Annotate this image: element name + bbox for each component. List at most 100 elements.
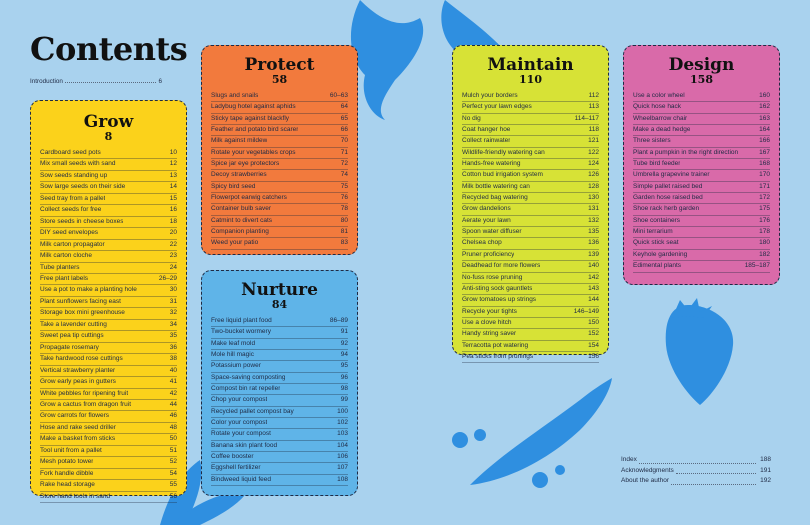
toc-entry[interactable]: Chop your compost 99 <box>211 395 348 407</box>
toc-entry[interactable]: Three sisters 166 <box>633 136 770 148</box>
toc-entry[interactable]: Recycled bag watering 130 <box>462 193 599 205</box>
toc-entry[interactable]: Milk carton cloche 23 <box>40 251 177 263</box>
toc-entry[interactable]: Anti-sting sock gauntlets 143 <box>462 284 599 296</box>
toc-entry[interactable]: No dig 114–117 <box>462 114 599 126</box>
toc-entry[interactable]: Catmint to divert cats 80 <box>211 216 348 228</box>
toc-entry[interactable]: Coat hanger hoe 118 <box>462 125 599 137</box>
toc-entry[interactable]: DIY seed envelopes 20 <box>40 228 177 240</box>
toc-entry[interactable]: Feather and potato bird scarer 66 <box>211 125 348 137</box>
toc-entry[interactable]: Terracotta pot watering 154 <box>462 341 599 352</box>
toc-entry[interactable]: Rotate your vegetables crops 71 <box>211 148 348 160</box>
toc-entry[interactable]: Coffee booster 106 <box>211 452 348 464</box>
toc-entry[interactable]: Rake head storage 55 <box>40 480 177 492</box>
toc-entry[interactable]: Acknowledgments 191 <box>621 466 771 477</box>
toc-entry[interactable]: Quick stick seat 180 <box>633 238 770 250</box>
toc-entry[interactable]: Ladybug hotel against aphids 64 <box>211 102 348 114</box>
toc-entry[interactable]: Tube planters 24 <box>40 263 177 274</box>
toc-entry[interactable]: Deadhead for more flowers 140 <box>462 261 599 273</box>
toc-entry[interactable]: Cotton bud irrigation system 126 <box>462 170 599 182</box>
toc-entry[interactable]: Mole hill magic 94 <box>211 350 348 362</box>
toc-entry[interactable]: Companion planting 81 <box>211 227 348 239</box>
toc-entry[interactable]: Cardboard seed pots 10 <box>40 148 177 160</box>
toc-entry[interactable]: Spoon water diffuser 135 <box>462 227 599 239</box>
toc-entry[interactable]: Mini terrarium 178 <box>633 227 770 239</box>
toc-entry[interactable]: Quick hose hack 162 <box>633 102 770 114</box>
toc-entry[interactable]: Decoy strawberries 74 <box>211 170 348 182</box>
toc-entry[interactable]: White pebbles for ripening fruit 42 <box>40 389 177 400</box>
toc-entry[interactable]: Make leaf mold 92 <box>211 339 348 351</box>
toc-entry[interactable]: Store hand tools in sand 56 <box>40 492 177 504</box>
toc-entry[interactable]: Sweet pea tip cuttings 35 <box>40 331 177 343</box>
toc-entry[interactable]: Grow dandelions 131 <box>462 204 599 216</box>
toc-entry[interactable]: Simple pallet raised bed 171 <box>633 182 770 194</box>
toc-entry[interactable]: Recycle your tights 146–149 <box>462 307 599 318</box>
toc-entry[interactable]: Tube bird feeder 168 <box>633 159 770 171</box>
toc-entry[interactable]: Make a dead hedge 164 <box>633 125 770 137</box>
toc-entry[interactable]: Use a color wheel 160 <box>633 91 770 103</box>
toc-entry[interactable]: Free liquid plant food 86–89 <box>211 316 348 328</box>
toc-entry[interactable]: Bindweed liquid feed 108 <box>211 475 348 487</box>
introduction-entry[interactable]: Introduction 6 <box>30 78 162 85</box>
toc-entry[interactable]: Collect rainwater 121 <box>462 136 599 148</box>
toc-entry[interactable]: Mesh potato tower 52 <box>40 457 177 469</box>
toc-entry[interactable]: Banana skin plant food 104 <box>211 441 348 453</box>
toc-entry[interactable]: Free plant labels 26–29 <box>40 274 177 286</box>
toc-entry[interactable]: Plant sunflowers facing east 31 <box>40 297 177 309</box>
toc-entry[interactable]: Handy string saver 152 <box>462 329 599 341</box>
toc-entry[interactable]: Color your compost 102 <box>211 418 348 430</box>
toc-entry[interactable]: Flowerpot earwig catchers 76 <box>211 193 348 205</box>
toc-entry[interactable]: Grow early peas in gutters 41 <box>40 377 177 389</box>
toc-entry[interactable]: About the author 192 <box>621 476 771 487</box>
toc-entry[interactable]: Mix small seeds with sand 12 <box>40 159 177 171</box>
toc-entry[interactable]: Hands-free watering 124 <box>462 159 599 171</box>
toc-entry[interactable]: Store seeds in cheese boxes 18 <box>40 217 177 229</box>
toc-entry[interactable]: Use a clove hitch 150 <box>462 318 599 330</box>
toc-entry[interactable]: Keyhole gardening 182 <box>633 250 770 262</box>
toc-entry[interactable]: Pea sticks from prunings 156 <box>462 352 599 364</box>
toc-entry[interactable]: Shoe containers 176 <box>633 216 770 228</box>
toc-entry[interactable]: Wheelbarrow chair 163 <box>633 114 770 126</box>
toc-entry[interactable]: Milk carton propagator 22 <box>40 240 177 252</box>
toc-entry[interactable]: Milk bottle watering can 128 <box>462 182 599 194</box>
toc-entry[interactable]: Collect seeds for free 16 <box>40 205 177 217</box>
toc-entry[interactable]: Propagate rosemary 36 <box>40 343 177 355</box>
toc-entry[interactable]: Spicy bird seed 75 <box>211 182 348 194</box>
toc-entry[interactable]: Take a lavender cutting 34 <box>40 320 177 332</box>
toc-entry[interactable]: Tool unit from a pallet 51 <box>40 446 177 458</box>
toc-entry[interactable]: No-fuss rose pruning 142 <box>462 273 599 284</box>
toc-entry[interactable]: Compost bin rat repeller 98 <box>211 384 348 396</box>
toc-entry[interactable]: Grow tomatoes up strings 144 <box>462 295 599 307</box>
toc-entry[interactable]: Milk against mildew 70 <box>211 136 348 148</box>
toc-entry[interactable]: Two-bucket wormery 91 <box>211 327 348 339</box>
toc-entry[interactable]: Slugs and snails 60–63 <box>211 91 348 103</box>
toc-entry[interactable]: Aerate your lawn 132 <box>462 216 599 228</box>
toc-entry[interactable]: Fork handle dibble 54 <box>40 469 177 481</box>
toc-entry[interactable]: Make a basket from sticks 50 <box>40 434 177 446</box>
toc-entry[interactable]: Umbrella grapevine trainer 170 <box>633 170 770 182</box>
toc-entry[interactable]: Sow large seeds on their side 14 <box>40 182 177 194</box>
toc-entry[interactable]: Eggshell fertilizer 107 <box>211 463 348 475</box>
toc-entry[interactable]: Recycled pallet compost bay 100 <box>211 407 348 419</box>
toc-entry[interactable]: Pruner proficiency 139 <box>462 250 599 262</box>
toc-entry[interactable]: Hose and rake seed driller 48 <box>40 423 177 435</box>
toc-entry[interactable]: Spice jar eye protectors 72 <box>211 159 348 171</box>
toc-entry[interactable]: Seed tray from a pallet 15 <box>40 194 177 206</box>
toc-entry[interactable]: Vertical strawberry planter 40 <box>40 366 177 378</box>
toc-entry[interactable]: Storage box mini greenhouse 32 <box>40 308 177 320</box>
toc-entry[interactable]: Perfect your lawn edges 113 <box>462 102 599 114</box>
toc-entry[interactable]: Shoe rack herb garden 175 <box>633 204 770 216</box>
toc-entry[interactable]: Wildlife-friendly watering can 122 <box>462 148 599 160</box>
toc-entry[interactable]: Garden hose raised bed 172 <box>633 193 770 205</box>
toc-entry[interactable]: Sow seeds standing up 13 <box>40 171 177 183</box>
toc-entry[interactable]: Plant a pumpkin in the right direction 16… <box>633 148 770 160</box>
toc-entry[interactable]: Grow a cactus from dragon fruit 44 <box>40 400 177 412</box>
toc-entry[interactable]: Potassium power 95 <box>211 361 348 373</box>
toc-entry[interactable]: Use a pot to make a planting hole 30 <box>40 285 177 297</box>
toc-entry[interactable]: Rotate your compost 103 <box>211 429 348 441</box>
toc-entry[interactable]: Space-saving composting 96 <box>211 373 348 385</box>
toc-entry[interactable]: Take hardwood rose cuttings 38 <box>40 354 177 366</box>
toc-entry[interactable]: Container bulb saver 78 <box>211 204 348 216</box>
toc-entry[interactable]: Grow carrots for flowers 46 <box>40 411 177 423</box>
toc-entry[interactable]: Index 188 <box>621 455 771 466</box>
toc-entry[interactable]: Chelsea chop 136 <box>462 238 599 250</box>
